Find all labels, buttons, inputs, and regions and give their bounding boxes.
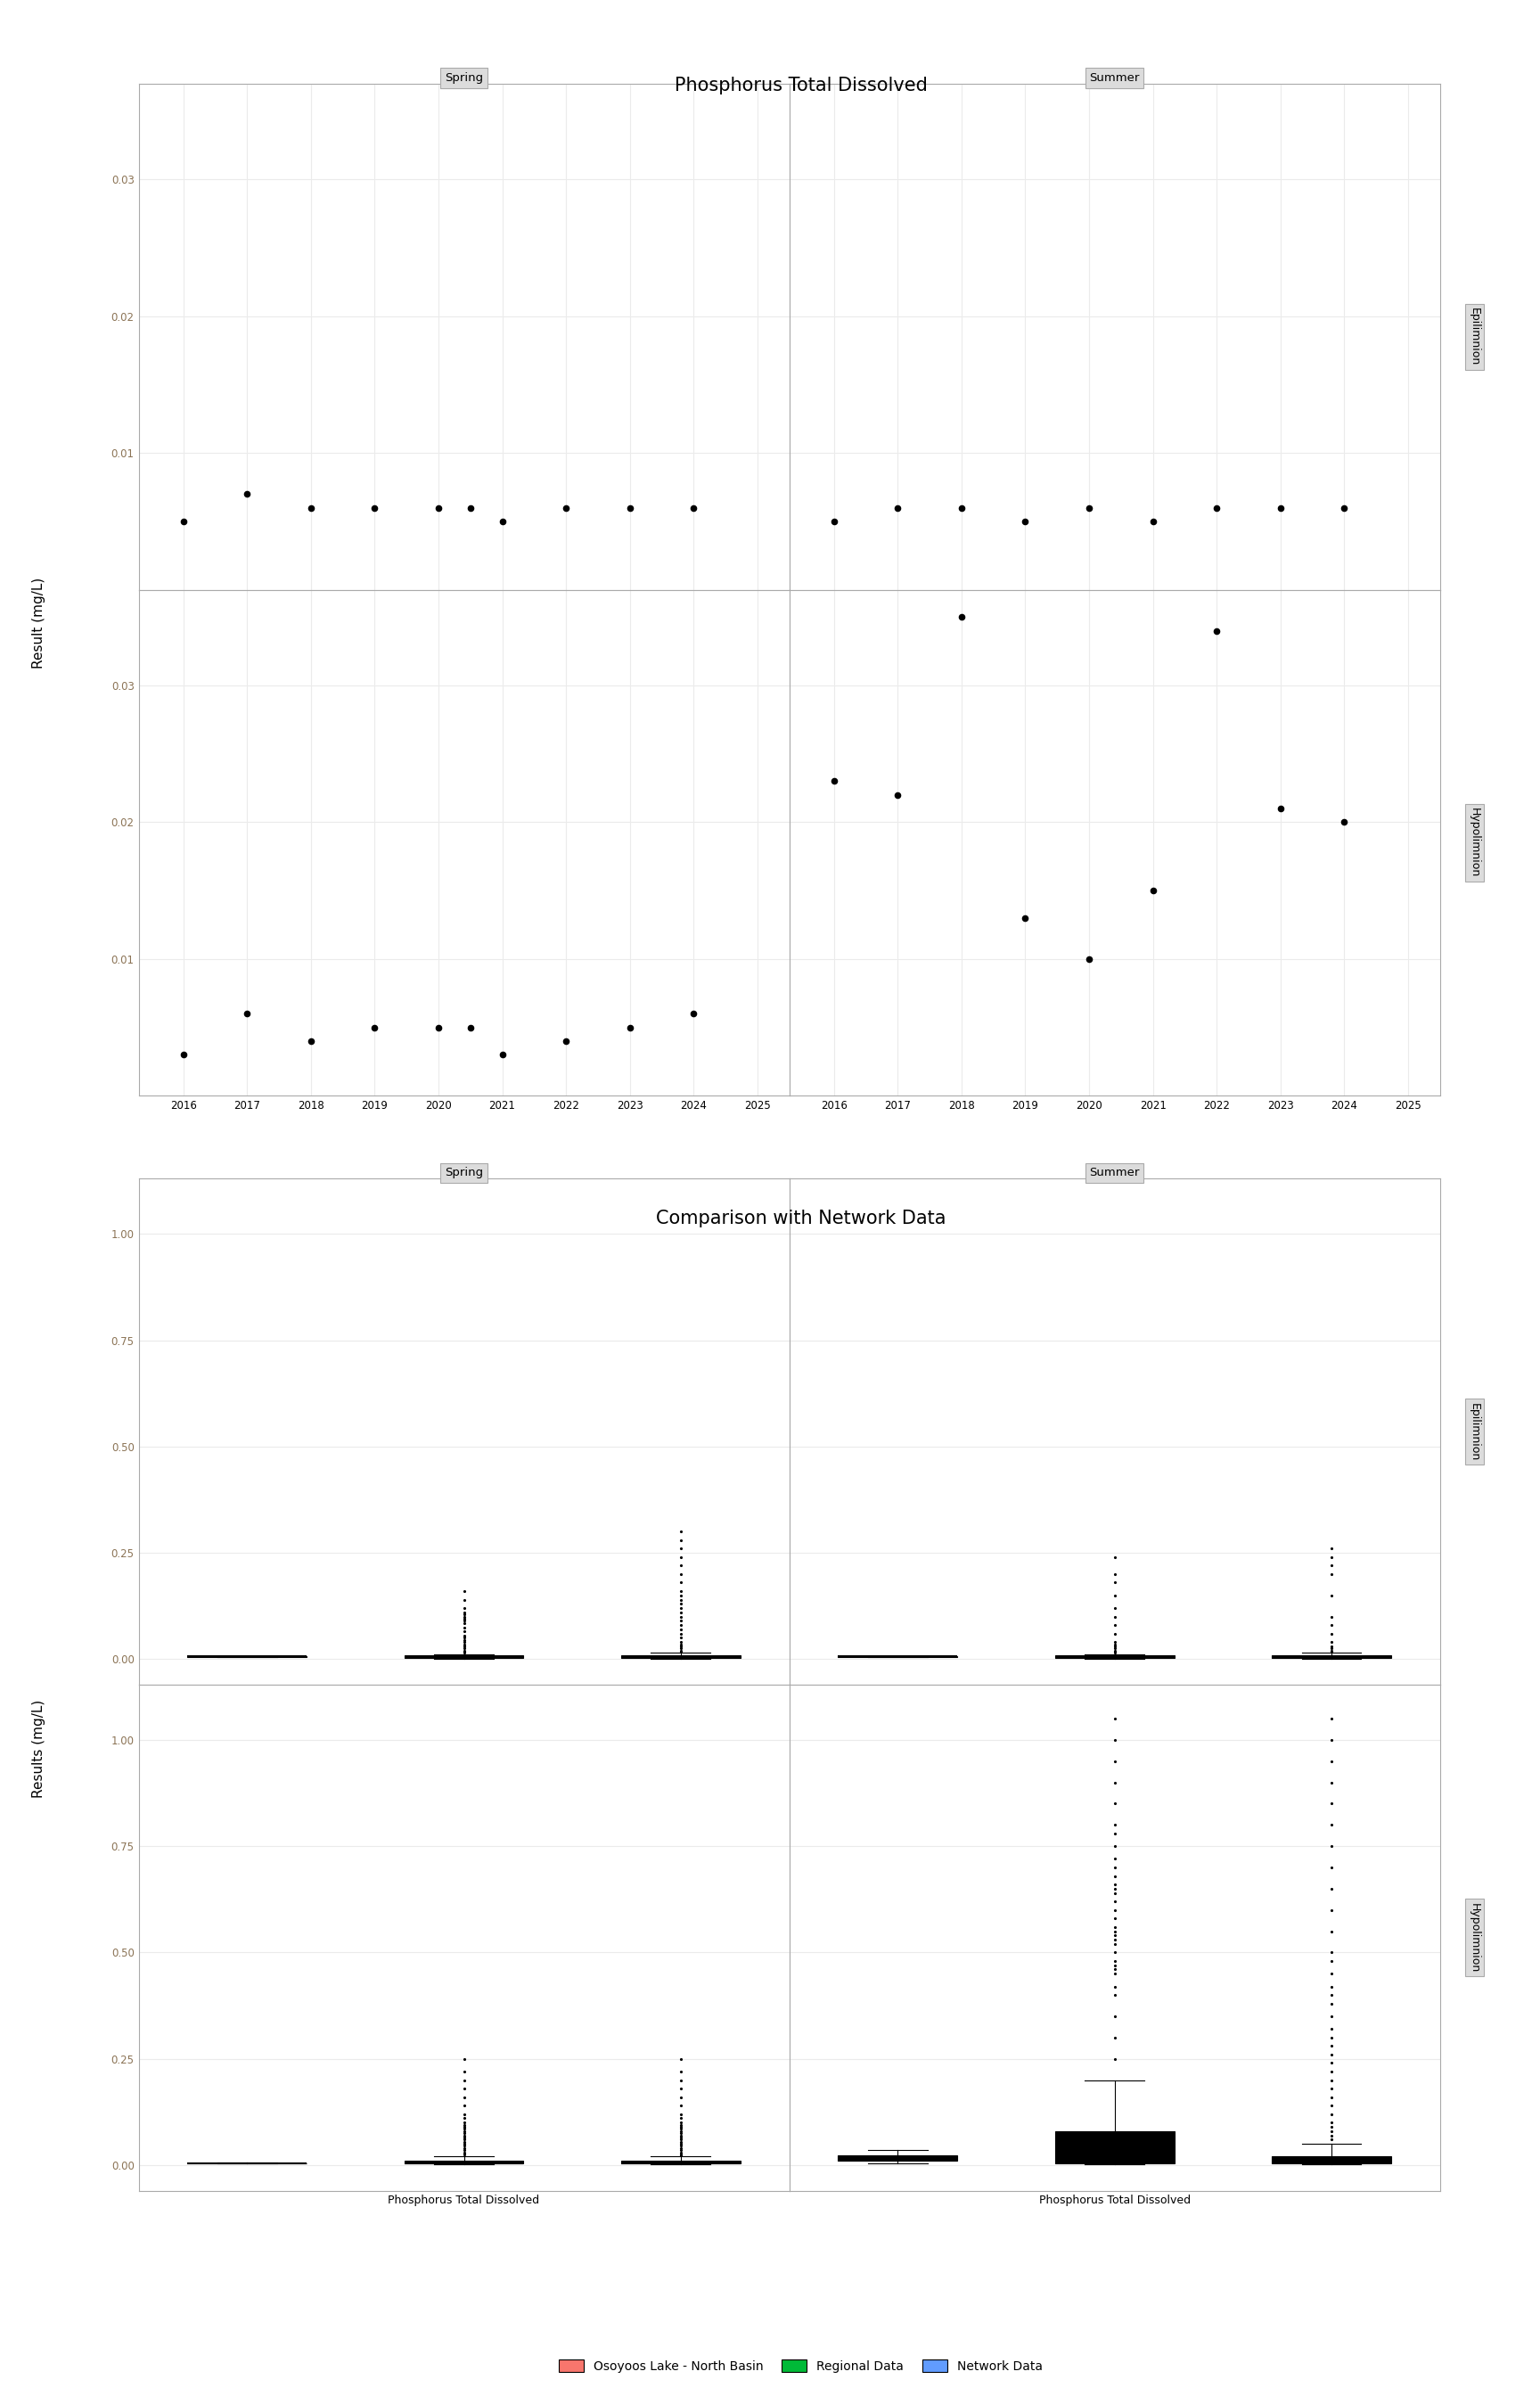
Point [681,489,705,527]
Title: Summer: Summer [1089,1167,1140,1179]
Text: Hypolimnion: Hypolimnion [1469,1902,1480,1972]
Point [427,1009,451,1047]
PathPatch shape [621,2161,741,2164]
Title: Summer: Summer [1089,72,1140,84]
Title: Spring: Spring [445,72,484,84]
Point [949,599,973,637]
Point [821,503,845,541]
Text: Results (mg/L): Results (mg/L) [32,1699,45,1799]
Point [1267,489,1292,527]
Point [618,1009,642,1047]
Point [885,776,910,815]
PathPatch shape [1055,2130,1173,2164]
Point [171,1035,196,1073]
Point [618,489,642,527]
Text: Result (mg/L): Result (mg/L) [32,577,45,668]
Point [1141,872,1166,910]
Point [457,1009,482,1047]
Point [949,489,973,527]
Point [427,489,451,527]
Point [490,503,514,541]
Point [885,489,910,527]
Point [554,489,579,527]
Point [821,762,845,800]
Point [234,474,259,513]
Point [1267,788,1292,827]
Point [362,1009,387,1047]
Text: Epilimnion: Epilimnion [1469,307,1480,367]
Point [490,1035,514,1073]
Point [299,489,323,527]
PathPatch shape [838,2156,958,2161]
Point [362,489,387,527]
Legend: Osoyoos Lake - North Basin, Regional Data, Network Data: Osoyoos Lake - North Basin, Regional Dat… [554,2355,1047,2377]
PathPatch shape [1272,1656,1391,1658]
Point [1076,489,1101,527]
Point [1013,503,1038,541]
Point [1332,489,1357,527]
Point [171,503,196,541]
Point [1141,503,1166,541]
Point [299,1021,323,1059]
Text: Phosphorus Total Dissolved: Phosphorus Total Dissolved [675,77,927,93]
PathPatch shape [1272,2156,1391,2164]
Point [1332,803,1357,841]
Point [1076,939,1101,978]
PathPatch shape [621,1656,741,1658]
Point [1204,611,1229,649]
Text: Hypolimnion: Hypolimnion [1469,807,1480,877]
Point [554,1021,579,1059]
Title: Spring: Spring [445,1167,484,1179]
Point [234,994,259,1033]
Point [681,994,705,1033]
PathPatch shape [405,2161,524,2164]
Text: Epilimnion: Epilimnion [1469,1402,1480,1462]
Text: Comparison with Network Data: Comparison with Network Data [656,1210,946,1227]
Point [1204,489,1229,527]
Point [457,489,482,527]
Point [1013,898,1038,937]
